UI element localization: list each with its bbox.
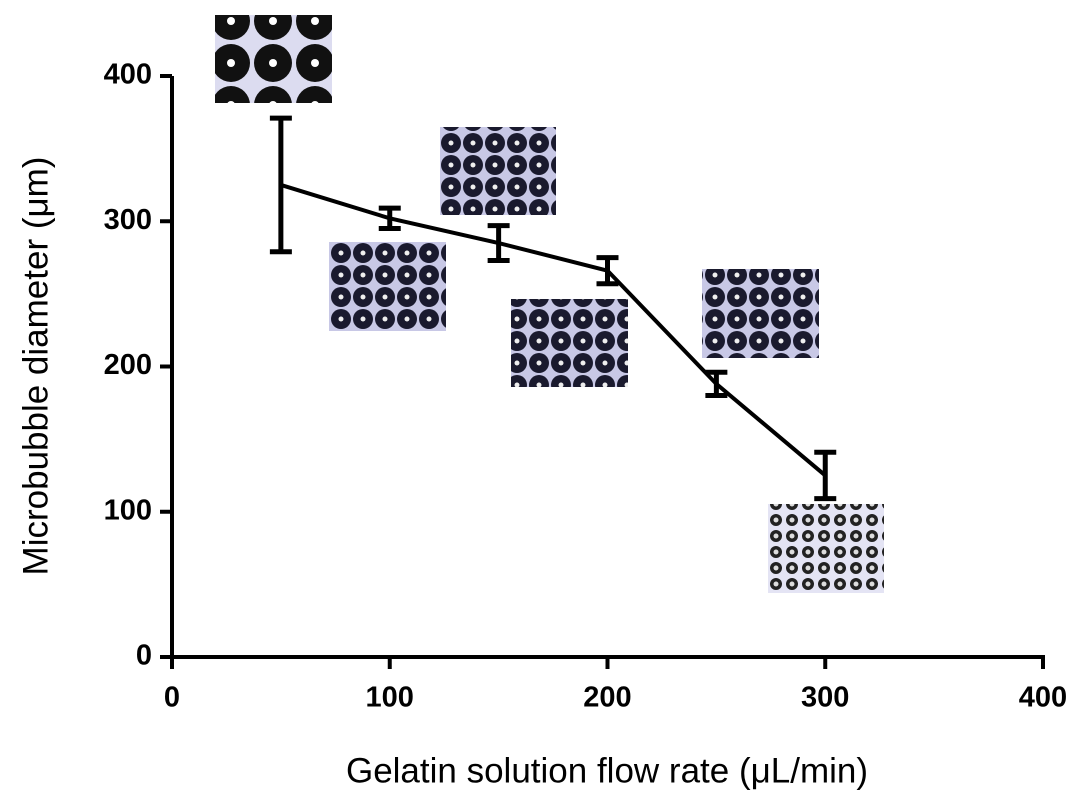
micrograph — [702, 269, 819, 358]
data-line — [280, 183, 827, 477]
micrograph — [511, 299, 628, 387]
x-tick-label: 400 — [1019, 682, 1067, 714]
x-axis-title: Gelatin solution flow rate (μL/min) — [346, 751, 868, 790]
y-tick-label: 100 — [104, 494, 152, 526]
y-axis-title: Microbubble diameter (μm) — [16, 157, 55, 576]
x-tick-label: 300 — [801, 682, 849, 714]
micrograph — [329, 242, 446, 331]
y-tick-label: 0 — [136, 640, 152, 672]
y-tick-label: 400 — [104, 59, 152, 91]
micrograph — [768, 504, 884, 593]
x-tick-label: 200 — [583, 682, 631, 714]
x-tick-label: 100 — [366, 682, 414, 714]
y-tick-label: 200 — [104, 349, 152, 381]
y-tick-label: 300 — [104, 204, 152, 236]
x-tick-label: 0 — [164, 682, 180, 714]
micrograph — [440, 127, 556, 215]
micrographs — [215, 15, 884, 593]
micrograph — [215, 15, 332, 103]
